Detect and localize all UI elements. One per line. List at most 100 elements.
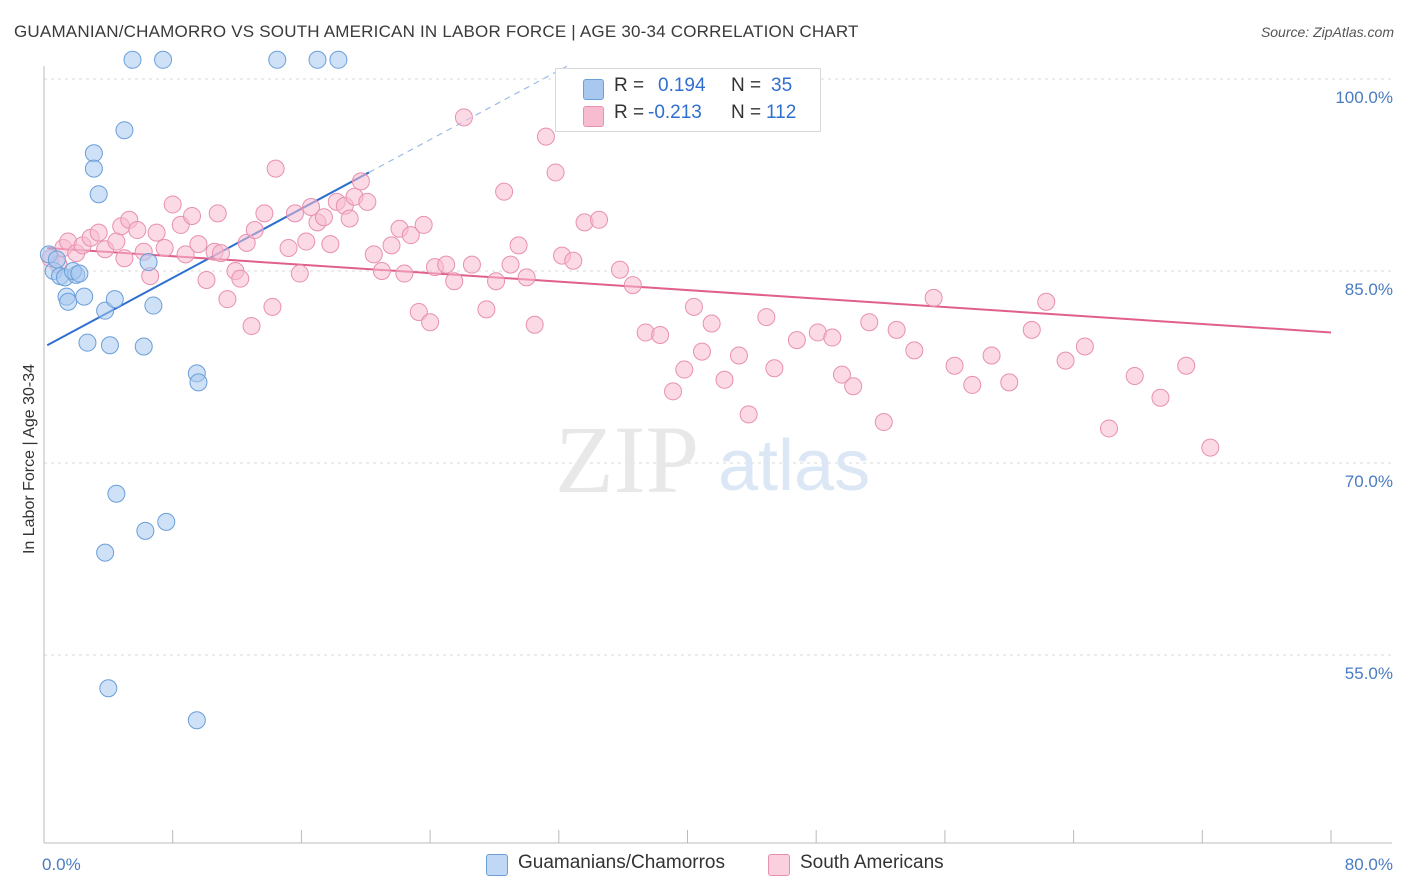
data-point	[115, 121, 134, 140]
watermark: ZIP atlas	[555, 406, 870, 513]
legend-row-guamanian: R = 0.194 N = 35	[556, 75, 820, 101]
data-point	[147, 223, 166, 242]
data-point	[285, 204, 304, 223]
data-point	[664, 382, 683, 401]
data-point	[358, 192, 377, 211]
data-point	[401, 226, 420, 245]
bottom-legend-guamanian: Guamanians/Chamorros	[486, 851, 746, 877]
legend-r-value: 0.194	[658, 75, 706, 96]
data-point	[255, 204, 274, 223]
data-point	[823, 328, 842, 347]
y-tick-label: 100.0%	[1335, 88, 1393, 107]
data-point	[1177, 356, 1196, 375]
data-point	[187, 711, 206, 730]
data-point	[176, 245, 195, 264]
data-point	[414, 215, 433, 234]
data-point	[1037, 292, 1056, 311]
data-point	[382, 236, 401, 255]
data-point	[183, 206, 202, 225]
data-point	[1125, 366, 1144, 385]
data-point	[372, 262, 391, 280]
data-point	[107, 484, 126, 503]
data-point	[1151, 388, 1170, 407]
data-point	[123, 50, 142, 69]
data-point	[765, 359, 784, 378]
data-point	[59, 292, 78, 311]
chart-title: GUAMANIAN/CHAMORRO VS SOUTH AMERICAN IN …	[14, 22, 859, 41]
data-point	[692, 342, 711, 361]
data-point	[154, 50, 173, 69]
data-point	[982, 346, 1001, 365]
data-point	[189, 373, 208, 392]
data-point	[211, 244, 230, 263]
data-point	[134, 337, 153, 356]
data-point	[832, 365, 851, 384]
data-point	[266, 159, 285, 178]
data-point	[715, 370, 734, 389]
data-point	[208, 204, 227, 223]
data-point	[462, 255, 481, 274]
data-point	[924, 288, 943, 307]
data-point	[590, 210, 609, 229]
data-point	[1056, 351, 1075, 370]
data-point	[477, 300, 496, 319]
data-point	[364, 245, 383, 264]
data-point	[787, 331, 806, 350]
source-label: Source: ZipAtlas.com	[1260, 24, 1394, 40]
data-point	[495, 182, 514, 201]
data-point	[105, 290, 124, 309]
data-points	[39, 50, 1220, 730]
data-point	[1022, 320, 1041, 339]
data-point	[245, 221, 264, 240]
legend-row-south-american: R = -0.213 N = 112	[556, 102, 820, 128]
data-point	[684, 297, 703, 316]
bottom-legend-label: Guamanians/Chamorros	[518, 852, 725, 873]
data-point	[70, 264, 89, 283]
data-point	[314, 208, 333, 227]
data-point	[454, 108, 473, 127]
data-point	[115, 249, 134, 268]
data-point	[623, 276, 642, 295]
data-point	[887, 320, 906, 339]
legend-r-label: R =	[614, 102, 645, 123]
y-axis-title: In Labor Force | Age 30-34	[21, 364, 38, 554]
watermark-zip: ZIP	[555, 406, 699, 513]
data-point	[321, 235, 340, 254]
watermark-atlas: atlas	[718, 426, 870, 506]
legend-r-label: R =	[614, 75, 645, 96]
data-point	[89, 185, 108, 204]
data-point	[218, 290, 237, 309]
data-point	[263, 297, 282, 316]
data-point	[409, 302, 428, 321]
data-point	[844, 377, 863, 396]
data-point	[437, 255, 456, 274]
data-point	[47, 250, 66, 269]
data-point	[297, 232, 316, 251]
data-point	[905, 341, 924, 360]
bottom-legend-label: South Americans	[800, 852, 944, 873]
data-point	[651, 326, 670, 344]
data-point	[279, 238, 298, 257]
data-point	[155, 238, 174, 257]
data-point	[445, 272, 464, 291]
data-point	[290, 264, 309, 283]
data-point	[139, 253, 158, 272]
data-point	[136, 521, 155, 540]
data-point	[163, 195, 182, 214]
data-point	[237, 233, 256, 252]
data-point	[107, 232, 126, 251]
data-point	[945, 356, 964, 375]
data-point	[89, 223, 108, 242]
data-point	[84, 159, 103, 178]
legend-swatch-guamanian	[583, 79, 604, 100]
legend-n-label: N =	[731, 75, 762, 96]
data-point	[525, 315, 544, 334]
data-point	[1201, 438, 1220, 457]
data-point	[302, 198, 321, 216]
data-point	[128, 221, 147, 240]
data-point	[421, 313, 440, 332]
data-point	[157, 512, 176, 531]
legend-r-value: -0.213	[648, 102, 702, 123]
data-point	[329, 50, 348, 69]
